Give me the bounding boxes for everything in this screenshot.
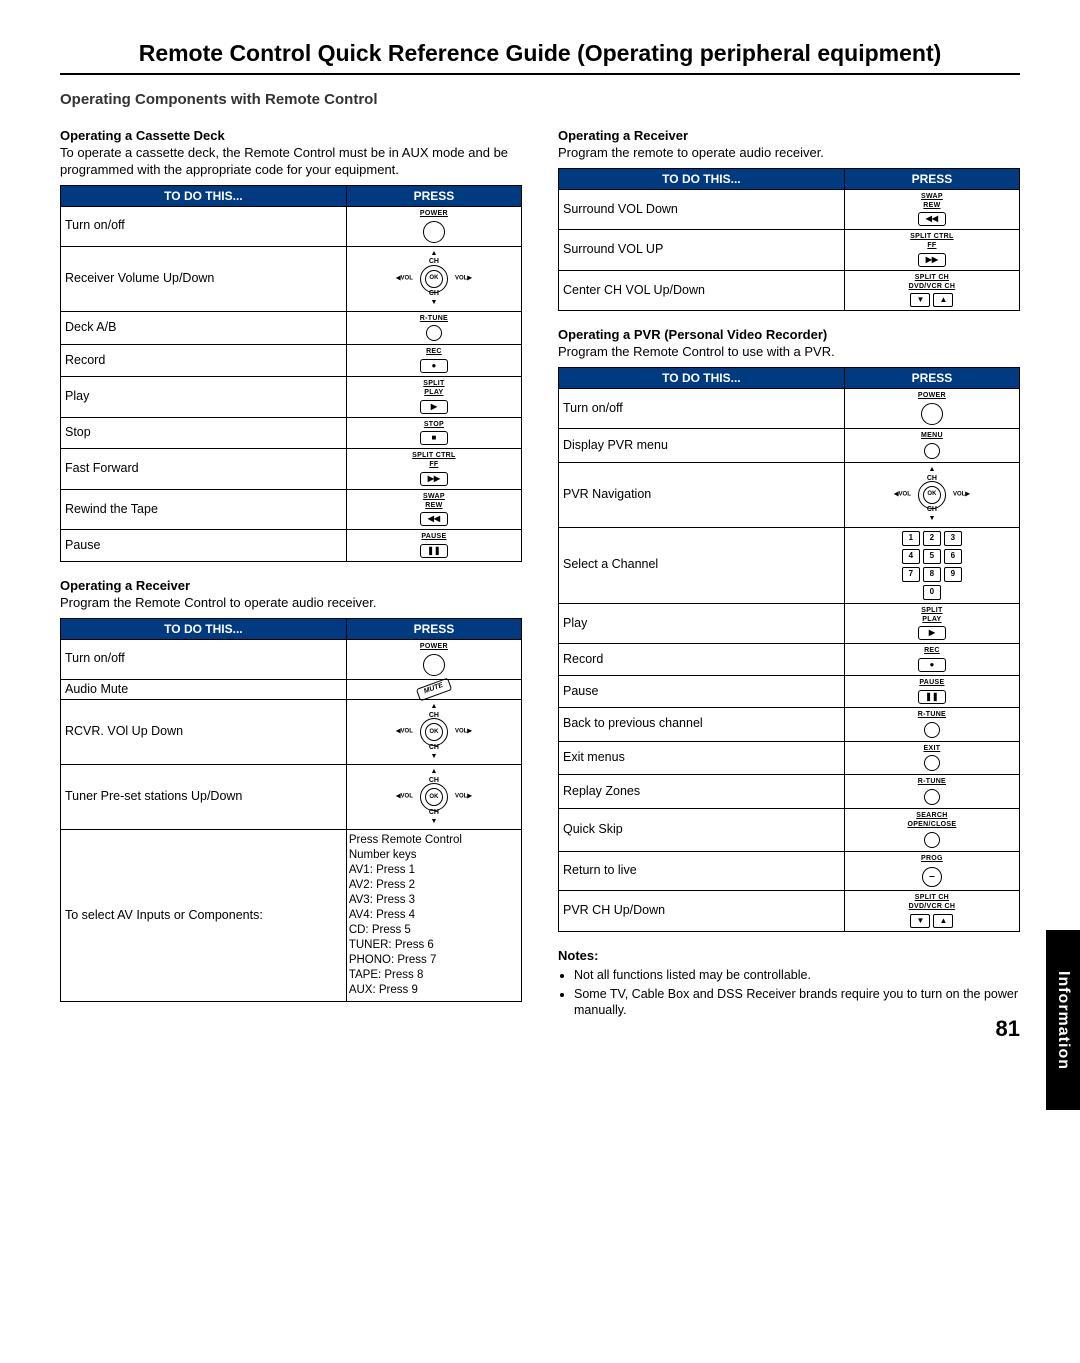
press-power: POWER [346,206,521,246]
rtune-icon [426,325,442,341]
col-todo: TO DO THIS... [61,185,347,206]
power-icon [921,403,943,425]
table-row: Pause PAUSE❚❚ [61,530,522,562]
table-row: Receiver Volume Up/Down ▲CH CH▼ ◀VOL VOL… [61,246,522,311]
action-label: Receiver Volume Up/Down [61,246,347,311]
receiver-b-head: Operating a Receiver [558,128,1020,143]
nav-pad-icon: ▲CH CH▼ ◀VOL VOL▶ OK [894,466,970,524]
table-row: To select AV Inputs or Components: Press… [61,830,522,1001]
side-tab-information: Information [1046,930,1080,1110]
table-row: Turn on/off POWER [61,206,522,246]
ff-icon: ▶▶ [918,253,946,267]
table-row: Surround VOL Down SWAP REW◀◀ [559,189,1020,230]
mute-icon: MUTE [416,678,452,702]
receiver-a-head: Operating a Receiver [60,578,522,593]
table-row: Return to live PROG– [559,851,1020,891]
two-column-layout: Operating a Cassette Deck To operate a c… [60,120,1020,1022]
table-row: Select a Channel 123 456 789 0 [559,527,1020,603]
table-row: Stop STOP■ [61,417,522,449]
table-row: Audio Mute MUTE [61,679,522,700]
rtune-icon [924,722,940,738]
power-icon [423,654,445,676]
table-row: Turn on/off POWER [559,389,1020,429]
section-subtitle: Operating Components with Remote Control [60,91,1020,108]
updown-icon: ▼▲ [910,293,953,307]
pause-icon: ❚❚ [918,690,946,704]
rew-icon: ◀◀ [918,212,946,226]
col-press: PRESS [346,185,521,206]
cassette-desc: To operate a cassette deck, the Remote C… [60,145,522,179]
table-row: RCVR. VOl Up Down ▲CH CH▼ ◀VOL VOL▶ OK [61,700,522,765]
notes-list: Not all functions listed may be controll… [558,967,1020,1019]
receiver-a-table: TO DO THIS...PRESS Turn on/off POWER Aud… [60,618,522,1002]
rec-icon: ● [918,658,946,672]
table-row: Back to previous channel R-TUNE [559,707,1020,741]
nav-pad-icon: ▲CH CH▼ ◀VOL VOL▶ OK [396,250,472,308]
pvr-head: Operating a PVR (Personal Video Recorder… [558,327,1020,342]
page-title: Remote Control Quick Reference Guide (Op… [60,40,1020,75]
search-icon [924,832,940,848]
play-icon: ▶ [420,400,448,414]
av-input-list: Press Remote Control Number keys AV1: Pr… [349,833,519,997]
menu-icon [924,443,940,459]
cassette-table: TO DO THIS... PRESS Turn on/off POWER Re… [60,185,522,562]
table-row: Deck A/B R-TUNE [61,311,522,345]
table-row: Pause PAUSE❚❚ [559,676,1020,708]
page-number: 81 [996,1016,1020,1042]
table-row: PVR CH Up/Down SPLIT CH DVD/VCR CH▼▲ [559,891,1020,932]
table-row: Play SPLIT PLAY▶ [559,603,1020,644]
ff-icon: ▶▶ [420,472,448,486]
table-row: Tuner Pre-set stations Up/Down ▲CH CH▼ ◀… [61,765,522,830]
table-row: Record REC● [559,644,1020,676]
receiver-a-desc: Program the Remote Control to operate au… [60,595,522,612]
table-row: Center CH VOL Up/Down SPLIT CH DVD/VCR C… [559,270,1020,311]
play-icon: ▶ [918,626,946,640]
table-row: Display PVR menu MENU [559,429,1020,463]
press-nav: ▲CH CH▼ ◀VOL VOL▶ OK [346,246,521,311]
table-row: Surround VOL UP SPLIT CTRL FF▶▶ [559,230,1020,271]
cassette-head: Operating a Cassette Deck [60,128,522,143]
pvr-table: TO DO THIS...PRESS Turn on/off POWER Dis… [558,367,1020,932]
power-label: POWER [420,210,448,219]
table-row: Rewind the Tape SWAP REW◀◀ [61,489,522,530]
rtune-icon [924,789,940,805]
prog-icon: – [922,867,942,887]
table-row: Play SPLIT PLAY▶ [61,377,522,418]
table-row: Quick Skip SEARCH OPEN/CLOSE [559,809,1020,852]
pvr-desc: Program the Remote Control to use with a… [558,344,1020,361]
table-row: Turn on/off POWER [61,639,522,679]
rew-icon: ◀◀ [420,512,448,526]
right-column: Operating a Receiver Program the remote … [558,120,1020,1022]
receiver-b-table: TO DO THIS...PRESS Surround VOL Down SWA… [558,168,1020,312]
table-row: Exit menus EXIT [559,741,1020,775]
nav-pad-icon: ▲CH CH▼ ◀VOL VOL▶ OK [396,768,472,826]
list-item: Not all functions listed may be controll… [574,967,1020,983]
receiver-b-desc: Program the remote to operate audio rece… [558,145,1020,162]
table-row: Fast Forward SPLIT CTRL FF▶▶ [61,449,522,490]
exit-icon [924,755,940,771]
keypad-icon: 123 456 789 0 [902,531,962,600]
rec-icon: ● [420,359,448,373]
notes-head: Notes: [558,948,1020,963]
table-row: PVR Navigation ▲CH CH▼ ◀VOL VOL▶ OK [559,462,1020,527]
power-icon [423,221,445,243]
table-row: Record REC● [61,345,522,377]
stop-icon: ■ [420,431,448,445]
left-column: Operating a Cassette Deck To operate a c… [60,120,522,1022]
nav-pad-icon: ▲CH CH▼ ◀VOL VOL▶ OK [396,703,472,761]
list-item: Some TV, Cable Box and DSS Receiver bran… [574,986,1020,1019]
updown-icon: ▼▲ [910,914,953,928]
pause-icon: ❚❚ [420,544,448,558]
table-row: Replay Zones R-TUNE [559,775,1020,809]
action-label: Turn on/off [61,206,347,246]
